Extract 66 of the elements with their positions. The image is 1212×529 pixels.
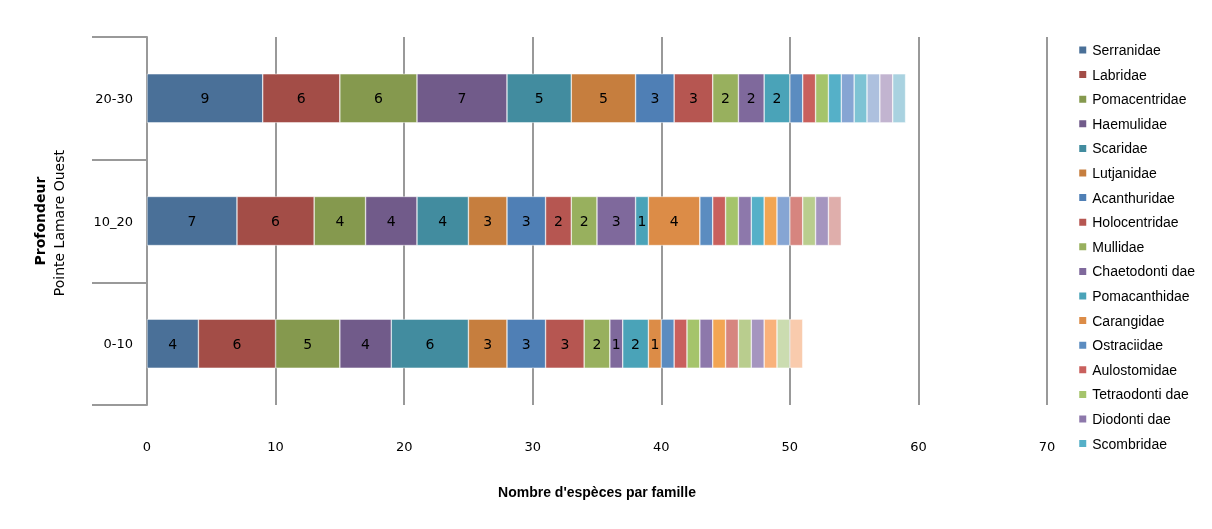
data-label: 3 bbox=[560, 335, 570, 352]
legend-label: Carangidae bbox=[1092, 312, 1165, 329]
data-label: 3 bbox=[521, 335, 531, 352]
data-label: 5 bbox=[303, 335, 313, 352]
data-label: 6 bbox=[425, 335, 435, 352]
legend-label: Diodonti dae bbox=[1092, 411, 1172, 427]
data-label: 7 bbox=[457, 90, 467, 107]
data-label: 2 bbox=[721, 90, 731, 107]
legend-label: Lutjanidae bbox=[1092, 165, 1158, 181]
data-label: 4 bbox=[386, 213, 396, 229]
y-tick-label: 10_20 bbox=[93, 213, 133, 229]
data-label: 6 bbox=[232, 335, 242, 352]
data-label: 1 bbox=[611, 335, 621, 352]
x-tick-label: 10 bbox=[267, 439, 284, 454]
text: Pointe Lamare Ouest bbox=[51, 149, 67, 297]
data-label: 3 bbox=[688, 90, 698, 107]
data-label: 6 bbox=[271, 213, 281, 229]
data-label: 5 bbox=[598, 90, 608, 107]
legend-label: Pomacanthidae bbox=[1092, 288, 1190, 304]
data-label: 3 bbox=[611, 213, 621, 229]
data-label: 7 bbox=[187, 213, 197, 229]
data-label: 4 bbox=[168, 335, 178, 352]
x-tick-label: 60 bbox=[910, 439, 927, 454]
data-label: 4 bbox=[335, 213, 345, 229]
x-tick-label: 0 bbox=[142, 439, 152, 454]
legend-label: Ostraciidae bbox=[1092, 337, 1164, 354]
data-label: 4 bbox=[361, 335, 371, 352]
data-label: 6 bbox=[296, 90, 306, 107]
data-label: 5 bbox=[534, 90, 544, 107]
data-label: 1 bbox=[650, 335, 660, 352]
x-tick-label: 20 bbox=[395, 439, 413, 454]
x-tick-label: 40 bbox=[653, 439, 670, 454]
legend-label: Haemulidae bbox=[1092, 115, 1168, 132]
legend-label: Tetraodonti dae bbox=[1092, 386, 1189, 403]
legend-label: Acanthuridae bbox=[1092, 189, 1175, 206]
data-label: 2 bbox=[631, 335, 641, 352]
data-label: 3 bbox=[483, 213, 493, 229]
data-label: 2 bbox=[746, 90, 756, 107]
data-label: 2 bbox=[772, 90, 782, 107]
x-axis-title: Nombre d'espèces par famille bbox=[498, 484, 697, 500]
y-tick-label: 0-10 bbox=[103, 336, 133, 352]
legend-label: Serranidae bbox=[1092, 42, 1161, 58]
data-label: 2 bbox=[553, 213, 563, 229]
data-label: 3 bbox=[521, 213, 531, 229]
data-label: 6 bbox=[373, 90, 383, 107]
y-tick-label: 20-30 bbox=[95, 90, 133, 106]
x-tick-label: 50 bbox=[781, 439, 799, 454]
legend-label: Mullidae bbox=[1092, 238, 1145, 255]
data-label: 3 bbox=[650, 90, 660, 107]
x-tick-label: 30 bbox=[524, 439, 541, 454]
legend-label: Holocentridae bbox=[1092, 214, 1179, 231]
legend-label: Labridae bbox=[1092, 66, 1147, 83]
data-label: 2 bbox=[579, 213, 589, 229]
data-label: 2 bbox=[592, 335, 602, 352]
legend-label: Aulostomidae bbox=[1092, 361, 1178, 378]
legend-label: Chaetodonti dae bbox=[1092, 263, 1196, 280]
legend-label: Scaridae bbox=[1092, 140, 1148, 157]
x-tick-label: 70 bbox=[1038, 439, 1056, 454]
legend-label: Pomacentridae bbox=[1092, 91, 1187, 108]
data-label: 9 bbox=[200, 90, 210, 107]
data-label: 4 bbox=[438, 213, 448, 229]
data-label: 3 bbox=[483, 335, 493, 352]
data-label: 4 bbox=[669, 213, 679, 229]
y-axis-title: Profondeur bbox=[32, 176, 48, 266]
legend-label: Scombridae bbox=[1092, 435, 1168, 452]
data-label: 1 bbox=[637, 213, 647, 229]
